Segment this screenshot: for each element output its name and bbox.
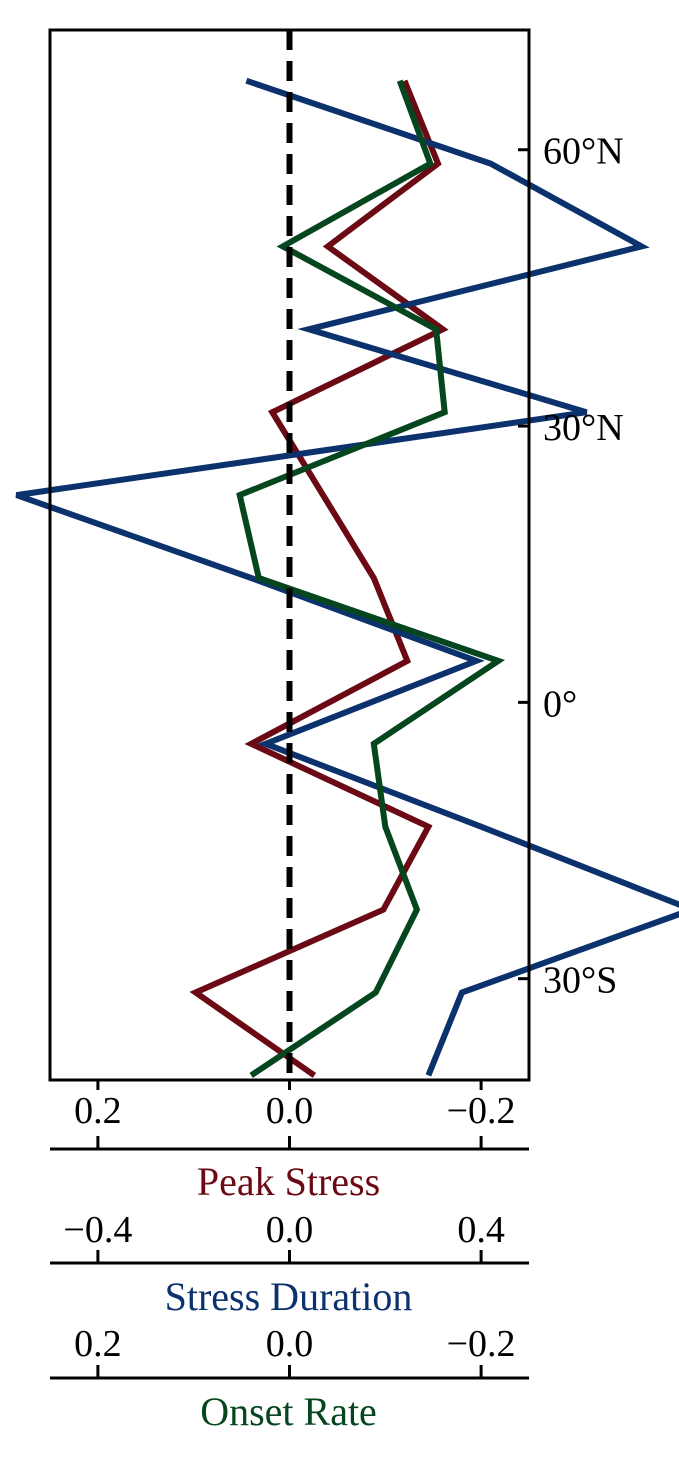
latitude-tick-label: 60°N <box>543 131 624 173</box>
series-line-onset <box>236 79 505 1078</box>
latitude-axis: 60°N 30°N 0° 30°S <box>518 131 624 1002</box>
x-tick-label: −0.2 <box>447 1323 516 1365</box>
x-tick-label: −0.4 <box>63 1209 132 1251</box>
x-axis-onset: 0.2 0.0 −0.2 Onset Rate <box>50 1323 529 1434</box>
x-tick-label: −0.2 <box>447 1090 516 1132</box>
series-layer <box>15 77 679 1078</box>
x-tick-label: 0.2 <box>74 1090 122 1132</box>
series-line-peak <box>189 79 449 1078</box>
x-tick-label: 0.0 <box>266 1323 314 1365</box>
latitude-tick-label: 0° <box>543 683 577 725</box>
x-tick-label: 0.0 <box>266 1090 314 1132</box>
x-tick-label: 0.4 <box>457 1209 505 1251</box>
x-axis-duration: −0.4 0.0 0.4 Stress Duration <box>50 1209 529 1319</box>
x-tick-label: 0.2 <box>74 1323 122 1365</box>
series-line-duration <box>15 77 679 1077</box>
x-axis-title-onset: Onset Rate <box>200 1389 377 1434</box>
x-axes: 0.2 0.0 −0.2 Peak Stress −0.4 0.0 0.4 Stress Du… <box>50 1080 529 1434</box>
x-axis-title-duration: Stress Duration <box>165 1274 413 1319</box>
latitude-tick-label: 30°N <box>543 407 624 449</box>
x-tick-label: 0.0 <box>266 1209 314 1251</box>
x-axis-peak: 0.2 0.0 −0.2 Peak Stress <box>50 1080 529 1204</box>
x-axis-title-peak: Peak Stress <box>197 1159 380 1204</box>
latitude-tick-label: 30°S <box>543 960 617 1002</box>
